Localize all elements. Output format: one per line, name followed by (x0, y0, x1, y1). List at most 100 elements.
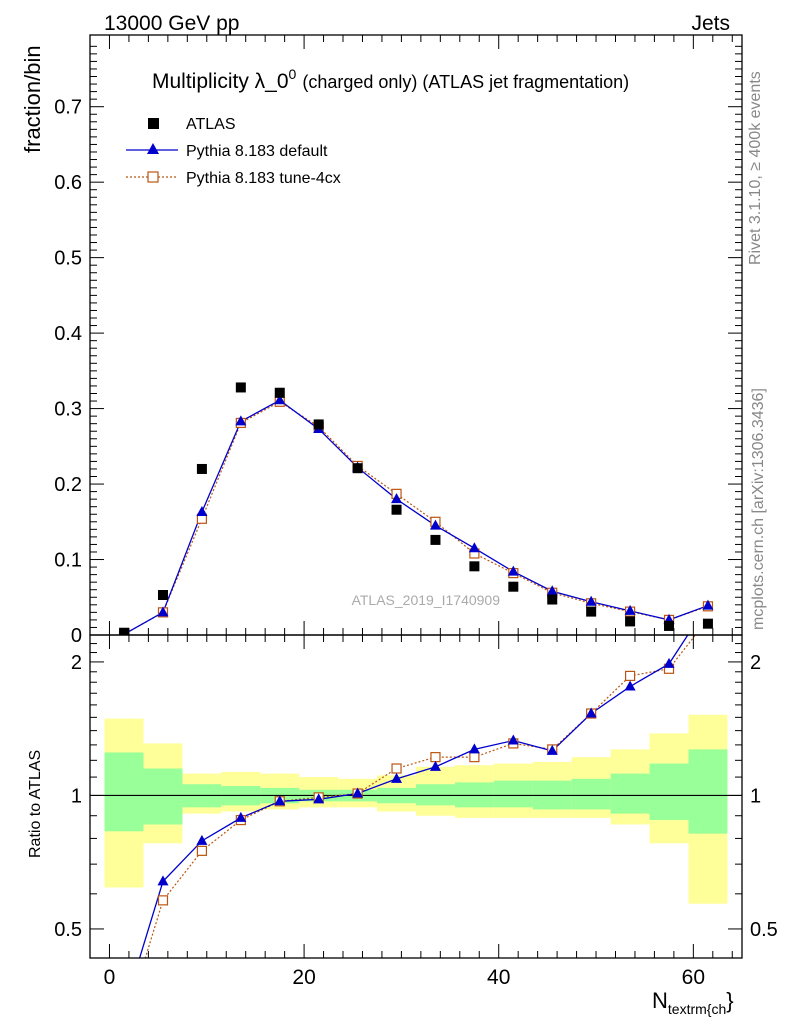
y-tick-label: 0.6 (54, 172, 82, 194)
atlas-point (196, 463, 207, 474)
y-tick-label: 0.5 (54, 248, 82, 270)
y-tick-label: 0.2 (54, 474, 82, 496)
default-ratio-point (391, 772, 403, 783)
x-tick-label: 60 (682, 966, 705, 989)
main-plot (118, 382, 714, 635)
default-point (624, 604, 636, 615)
legend-marker-tune (147, 171, 159, 183)
default-ratio-point (624, 680, 636, 691)
x-tick-label: 40 (487, 966, 510, 989)
default-ratio-point (235, 811, 247, 822)
x-tick-label: 20 (292, 966, 315, 989)
legend-label-default: Pythia 8.183 default (186, 143, 328, 160)
default-ratio-point (468, 743, 480, 754)
x-axis-label: Ntextrm{ch} (652, 988, 734, 1017)
band-inner-15 (688, 749, 728, 834)
ratio-y-tick-label-right: 1 (750, 785, 761, 807)
atlas-point (586, 606, 597, 617)
title-superscript: 0 (289, 66, 297, 82)
default-ratio-point (585, 707, 597, 718)
x-label-sub: textrm{ch (668, 1001, 726, 1017)
default-ratio-point (313, 793, 325, 804)
default-line (123, 399, 709, 635)
title-main: Multiplicity λ_0 (152, 70, 289, 93)
default-point (546, 585, 558, 596)
tune-ratio-point (196, 845, 208, 856)
mcplots-label: mcplots.cern.ch [arXiv:1306.3436] (750, 388, 767, 630)
default-ratio-point (196, 834, 208, 845)
default-ratio-point (546, 744, 558, 755)
tune-ratio-point (391, 763, 402, 774)
y-tick-label: 0.7 (54, 97, 82, 119)
rivet-label: Rivet 3.1.10, ≥ 400k events (747, 71, 764, 265)
atlas-point (547, 594, 558, 605)
default-point (157, 606, 169, 617)
legend-label-tune: Pythia 8.183 tune-4cx (186, 170, 341, 187)
ratio-y-tick-label-right: 0.5 (750, 919, 778, 941)
atlas-point (508, 581, 519, 592)
atlas-point (274, 387, 285, 398)
band-inner-1 (143, 768, 183, 825)
tune-ratio-line (144, 635, 697, 958)
legend-marker-default (147, 143, 159, 154)
tune-ratio-point (624, 670, 636, 681)
default-point (468, 542, 480, 553)
ratio-y-tick-label: 2 (71, 652, 82, 674)
tune-ratio-point (430, 752, 441, 763)
header-right: Jets (691, 12, 730, 35)
y-tick-label: 0.3 (54, 399, 82, 421)
default-ratio-point (274, 795, 286, 806)
band-inner-10 (493, 780, 533, 808)
default-point (507, 565, 519, 576)
band-inner-14 (649, 763, 689, 821)
default-point (235, 415, 247, 426)
default-point (196, 505, 208, 516)
atlas-point (391, 504, 402, 515)
ratio-y-tick-label-right: 2 (750, 652, 761, 674)
legend: ATLAS Pythia 8.183 default Pythia 8.183 … (126, 116, 341, 187)
atlas-point (702, 618, 713, 629)
tune-line (123, 401, 709, 635)
x-label-tail: } (726, 988, 733, 1013)
band-inner-0 (104, 752, 144, 832)
y-axis-label: fraction/bin (20, 45, 45, 153)
default-ratio-point (663, 657, 675, 668)
ratio-plot (119, 635, 697, 1013)
ratio-frame (89, 634, 743, 959)
default-point (702, 599, 714, 610)
tune-ratio-point (157, 895, 169, 906)
atlas-point (235, 382, 246, 393)
atlas-point (352, 463, 363, 474)
atlas-point (664, 620, 675, 631)
tune-ratio-point (469, 752, 480, 763)
default-point (274, 394, 286, 405)
default-ratio-point (429, 760, 441, 771)
chart-title: Multiplicity λ_00 (charged only) (ATLAS j… (152, 66, 629, 93)
band-inner-12 (571, 778, 611, 810)
atlas-point (119, 627, 130, 635)
atlas-point (430, 534, 441, 545)
ratio-uncertainty-bands (90, 714, 742, 904)
default-point (391, 493, 403, 504)
axes: 0 20 40 60 0 0.1 0.2 0.3 0.4 0.5 0.6 0.7 0.5 0.5 1 1 2 2 (54, 34, 778, 989)
y-tick-label: 0.1 (54, 550, 82, 572)
atlas-point (313, 419, 324, 430)
band-inner-13 (610, 773, 650, 814)
legend-label-atlas: ATLAS (186, 116, 236, 133)
title-rest: (charged only) (ATLAS jet fragmentation) (302, 72, 629, 92)
band-inner-8 (416, 784, 455, 806)
default-ratio-point (157, 875, 169, 886)
default-ratio-point (507, 734, 519, 745)
y-tick-label: 0.4 (54, 323, 82, 345)
default-ratio-point (352, 787, 364, 798)
x-label-main: N (652, 988, 668, 1013)
default-ratio-point (119, 1003, 130, 1013)
default-point (585, 595, 597, 606)
header-left: 13000 GeV pp (104, 12, 239, 35)
atlas-point (469, 561, 480, 572)
x-tick-label: 0 (104, 966, 116, 989)
atlas-point (157, 590, 168, 600)
legend-marker-atlas (148, 118, 159, 129)
ratio-y-tick-label: 0.5 (54, 919, 82, 941)
